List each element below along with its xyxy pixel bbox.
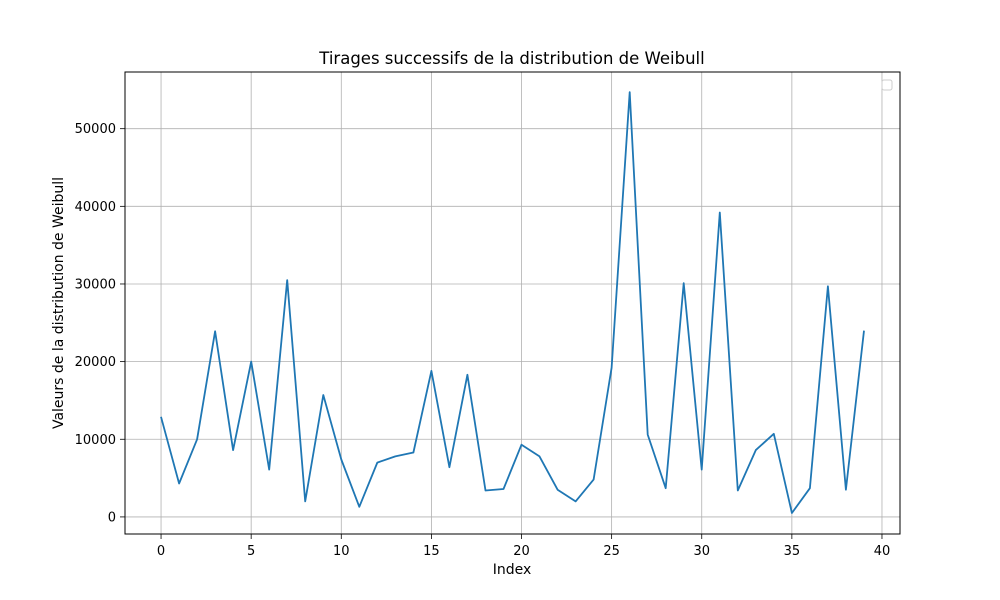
legend-box [881,79,893,91]
series-line [160,91,865,514]
x-axis-title: Index [493,562,532,578]
grid [125,72,900,534]
y-tick-label: 50000 [75,122,116,137]
chart-title: Tirages successifs de la distribution de… [318,49,704,68]
x-tick-label: 5 [247,544,255,559]
y-tick-label: 30000 [75,277,116,292]
axis-ticks: 0 5 10 15 20 25 30 35 40 0 10000 20000 30000 40000 500… [75,122,891,559]
series-layer [160,91,865,514]
x-tick-label: 35 [784,544,801,559]
x-tick-label: 30 [693,544,710,559]
plot-frame [124,71,901,535]
x-tick-label: 15 [423,544,440,559]
y-axis-title: Valeurs de la distribution de Weibull [51,177,67,429]
y-tick-label: 10000 [75,433,116,448]
y-tick-label: 20000 [75,355,116,370]
y-tick-label: 0 [108,510,116,525]
x-tick-label: 25 [603,544,620,559]
x-tick-label: 10 [333,544,350,559]
x-tick-label: 0 [157,544,165,559]
x-tick-label: 40 [874,544,891,559]
x-tick-label: 20 [513,544,530,559]
y-tick-label: 40000 [75,200,116,215]
